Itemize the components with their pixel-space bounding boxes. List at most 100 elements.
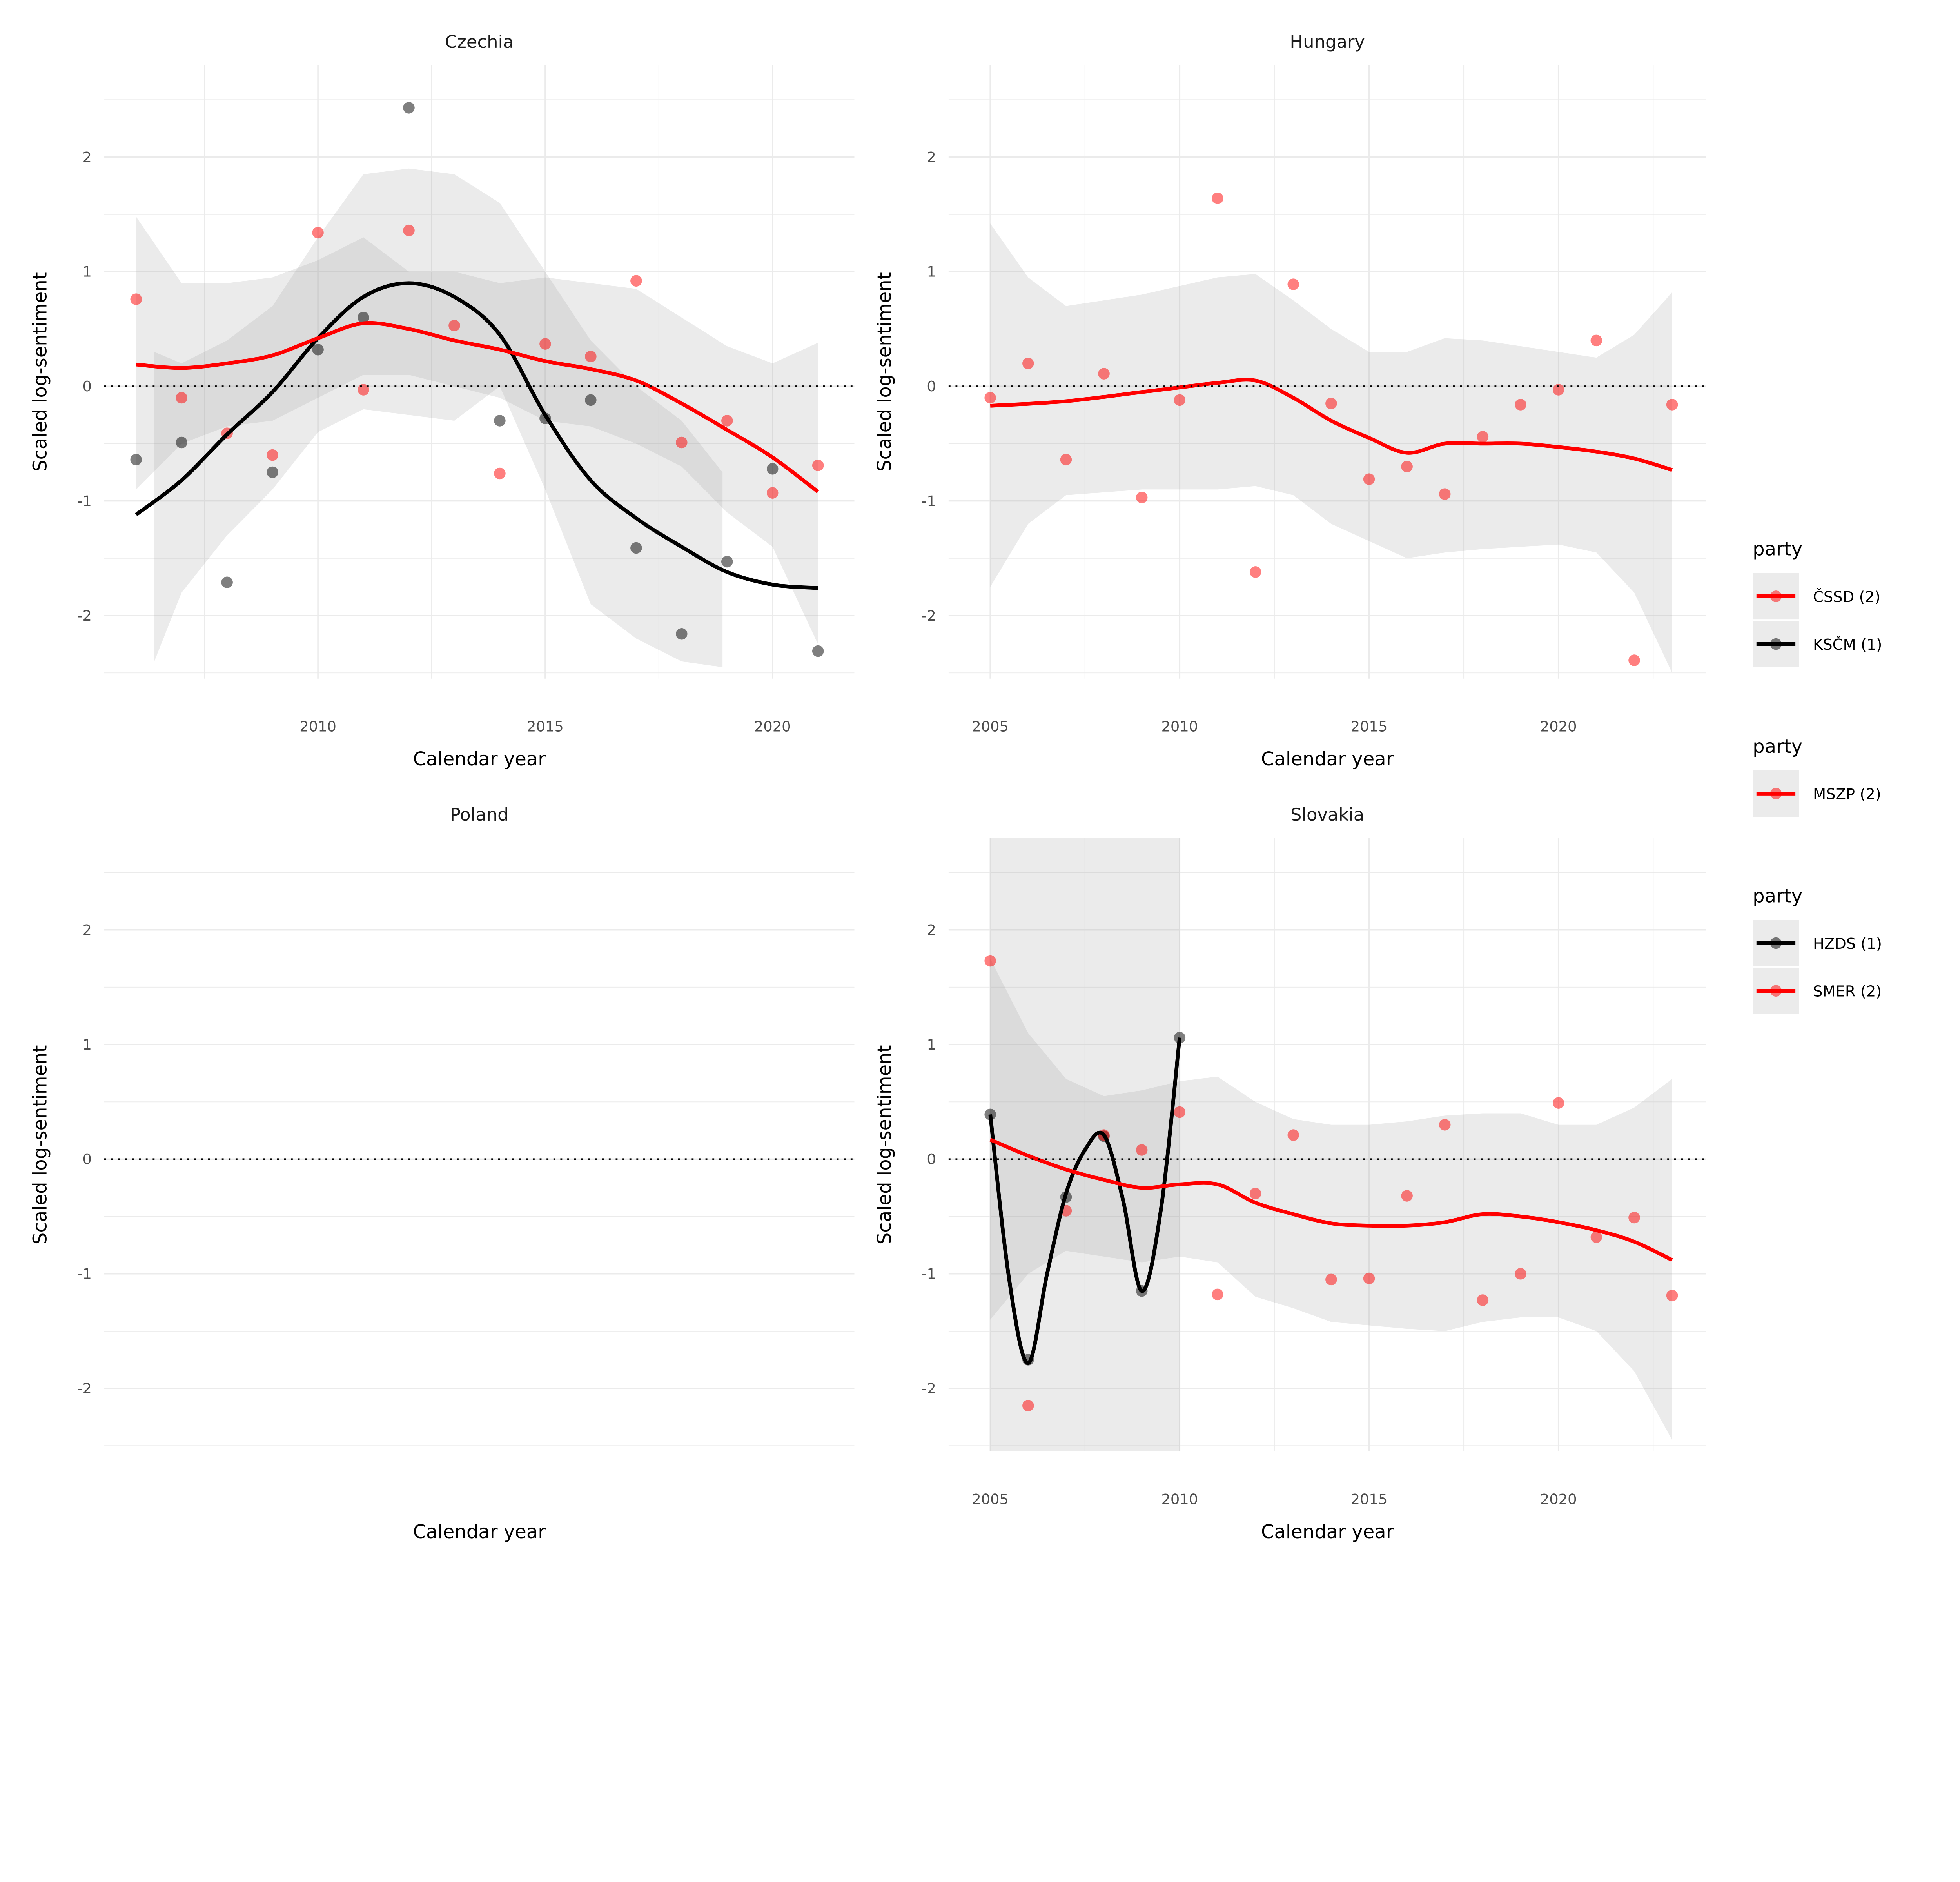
y-axis-label: Scaled log-sentiment <box>29 272 51 472</box>
data-point-smer-2- <box>1439 1119 1451 1131</box>
legend: party HZDS (1) SMER (2) <box>1753 885 1882 1014</box>
data-point-čssd-2- <box>676 436 688 449</box>
data-point-mszp-2- <box>1590 334 1602 347</box>
y-tick-label: -1 <box>77 492 92 509</box>
legend-entry: SMER (2) <box>1753 967 1882 1014</box>
smooth-line-čssd-2- <box>136 321 819 494</box>
data-point-čssd-2- <box>176 392 187 404</box>
legend-entry: MSZP (2) <box>1753 770 1881 817</box>
data-point-mszp-2- <box>1136 492 1148 503</box>
confidence-band-mszp-2- <box>990 223 1672 673</box>
data-point-mszp-2- <box>1477 431 1489 443</box>
data-point-hzds-1- <box>1174 1032 1186 1044</box>
x-tick-label: 2010 <box>1161 718 1198 735</box>
panel-hungary: -2 -1 0 1 2 2005 2010 2015 2020 Hungary Calendar y… <box>873 31 1706 770</box>
legend-label: KSČM (1) <box>1813 635 1882 654</box>
data-point-ksčm-1- <box>676 628 688 640</box>
legend-label: MSZP (2) <box>1813 785 1881 803</box>
legends: party ČSSD (2) KSČM (1) party MSZP (2) party H… <box>1753 538 1882 1014</box>
data-point-mszp-2- <box>1287 278 1299 290</box>
y-tick-label: 2 <box>927 922 936 939</box>
y-tick-label: -2 <box>922 607 936 624</box>
x-tick-label: 2015 <box>1351 1491 1388 1508</box>
data-point-ksčm-1- <box>176 436 187 449</box>
data-point-ksčm-1- <box>585 394 597 406</box>
legend-title: party <box>1753 885 1802 907</box>
legend-title: party <box>1753 736 1802 758</box>
grid <box>948 65 1706 679</box>
data-point-smer-2- <box>984 955 996 967</box>
data-point-smer-2- <box>1212 1288 1223 1301</box>
x-tick-label: 2020 <box>1540 1491 1577 1508</box>
y-tick-label: 1 <box>83 263 92 280</box>
x-axis-label: Calendar year <box>413 748 546 770</box>
data-point-čssd-2- <box>130 293 142 305</box>
y-tick-label: 0 <box>927 378 936 395</box>
legend: party MSZP (2) <box>1753 736 1881 817</box>
x-tick-label: 2020 <box>1540 718 1577 735</box>
data-point-čssd-2- <box>585 351 597 362</box>
data-point-smer-2- <box>1628 1212 1640 1224</box>
data-point-mszp-2- <box>1060 454 1072 466</box>
smooth-line-mszp-2- <box>990 378 1673 472</box>
panel-czechia: -2 -1 0 1 2 2010 2015 2020 Czechia Calendar year S… <box>29 31 855 770</box>
data-point-čssd-2- <box>267 449 278 461</box>
x-tick-label: 2015 <box>527 718 564 735</box>
x-tick-label: 2005 <box>972 1491 1009 1508</box>
data-point-mszp-2- <box>1098 368 1110 380</box>
y-tick-label: -1 <box>77 1266 92 1283</box>
data-point-čssd-2- <box>812 460 824 471</box>
plot-area <box>130 102 824 667</box>
data-point-mszp-2- <box>1401 461 1413 472</box>
confidence-band-čssd-2- <box>136 216 818 645</box>
data-point-ksčm-1- <box>312 343 324 356</box>
data-point-mszp-2- <box>1552 384 1564 396</box>
data-point-ksčm-1- <box>221 576 233 588</box>
legend-point-swatch <box>1770 937 1782 949</box>
legend-point-swatch <box>1770 985 1782 997</box>
data-point-ksčm-1- <box>130 454 142 466</box>
legend-point-swatch <box>1770 590 1782 602</box>
legend-point-swatch <box>1770 638 1782 650</box>
data-point-mszp-2- <box>1515 399 1526 411</box>
legend-entry: ČSSD (2) <box>1753 573 1880 620</box>
data-point-smer-2- <box>1136 1144 1148 1156</box>
y-tick-label: -2 <box>77 607 92 624</box>
data-point-smer-2- <box>1666 1290 1678 1302</box>
y-tick-label: -2 <box>922 1380 936 1397</box>
y-tick-label: 1 <box>927 1036 936 1053</box>
x-tick-label: 2005 <box>972 718 1009 735</box>
panel-title: Czechia <box>445 31 514 52</box>
data-point-smer-2- <box>1287 1129 1299 1141</box>
panel-poland: -2 -1 0 1 2 Poland Calendar year Scaled log-sen… <box>29 804 855 1543</box>
y-tick-label: -2 <box>77 1380 92 1397</box>
data-point-čssd-2- <box>767 487 779 499</box>
data-point-čssd-2- <box>539 338 551 350</box>
plot-area <box>984 838 1678 1451</box>
y-axis-label: Scaled log-sentiment <box>29 1045 51 1245</box>
x-tick-label: 2015 <box>1351 718 1388 735</box>
plot-area <box>984 193 1678 673</box>
panel-title: Hungary <box>1290 31 1365 52</box>
x-tick-label: 2020 <box>754 718 791 735</box>
data-point-smer-2- <box>1249 1188 1261 1199</box>
data-point-ksčm-1- <box>721 556 733 568</box>
data-point-smer-2- <box>1590 1231 1602 1243</box>
data-point-ksčm-1- <box>358 312 369 323</box>
data-point-čssd-2- <box>403 224 415 236</box>
legend-label: HZDS (1) <box>1813 935 1882 953</box>
data-point-smer-2- <box>1552 1097 1564 1109</box>
data-point-ksčm-1- <box>403 102 415 114</box>
data-point-čssd-2- <box>494 467 506 480</box>
panel-title: Poland <box>450 804 509 825</box>
confidence-band-hzds-1- <box>990 838 1180 1451</box>
data-point-čssd-2- <box>312 227 324 239</box>
y-tick-label: 2 <box>83 922 92 939</box>
y-tick-label: 0 <box>927 1151 936 1168</box>
legend: party ČSSD (2) KSČM (1) <box>1753 538 1882 667</box>
y-tick-label: 0 <box>83 378 92 395</box>
data-point-mszp-2- <box>1439 488 1451 500</box>
data-point-mszp-2- <box>1249 566 1261 578</box>
data-point-mszp-2- <box>984 392 996 404</box>
